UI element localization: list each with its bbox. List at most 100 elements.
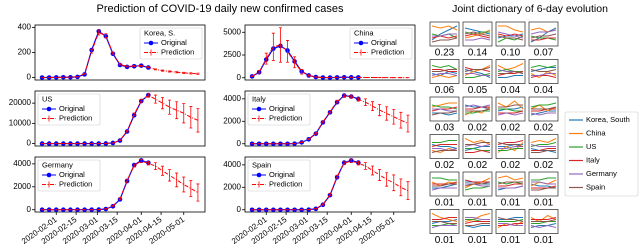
atom-line xyxy=(432,148,458,152)
y-tick-label: 0 xyxy=(237,73,242,82)
error-bar xyxy=(104,33,108,38)
atom-line xyxy=(465,217,490,220)
atom-line xyxy=(464,104,491,108)
error-bar xyxy=(90,48,94,54)
error-bar xyxy=(385,172,389,187)
atom-line xyxy=(432,183,457,187)
legend-label: Original xyxy=(59,170,85,179)
legend-label: Spain xyxy=(586,182,605,191)
atom-line xyxy=(432,112,458,116)
legend-label: US xyxy=(586,142,596,151)
legend-marker xyxy=(358,40,364,46)
atom-line xyxy=(530,144,556,147)
atom-line xyxy=(498,75,523,78)
error-bar xyxy=(349,94,353,99)
atom-weight: 0.03 xyxy=(435,123,455,134)
legend-label: Prediction xyxy=(59,179,92,188)
error-bar xyxy=(175,71,179,74)
legend-title: US xyxy=(42,94,52,103)
error-bar xyxy=(97,29,101,36)
error-bar xyxy=(118,139,122,142)
atom-weight: 0.02 xyxy=(534,160,554,171)
error-bar xyxy=(161,97,164,110)
atom-line xyxy=(464,221,490,224)
error-bar xyxy=(356,97,360,102)
atom-line xyxy=(498,183,523,187)
atom-line xyxy=(464,67,491,72)
atom-frame xyxy=(462,59,493,84)
atom-line xyxy=(431,25,458,31)
error-bar xyxy=(385,106,389,121)
atom-line xyxy=(465,108,491,112)
atom-weight: 0.04 xyxy=(534,85,554,96)
atom-line xyxy=(498,148,523,151)
error-bar xyxy=(175,172,179,188)
error-bar xyxy=(125,65,129,68)
error-bar xyxy=(392,174,396,192)
error-bar xyxy=(335,99,339,104)
error-bar xyxy=(307,74,311,77)
error-bar xyxy=(406,181,410,201)
atom-line xyxy=(465,37,491,41)
y-tick-label: 0 xyxy=(237,205,242,214)
error-bar xyxy=(189,180,193,197)
legend-title: Spain xyxy=(252,160,271,169)
atom-line xyxy=(498,223,523,226)
error-bar xyxy=(182,103,186,124)
atom-weight: 0.05 xyxy=(468,85,488,96)
error-bar xyxy=(363,162,367,170)
atom-line xyxy=(432,181,458,185)
atom-weight: 0.02 xyxy=(501,160,521,171)
atom-line xyxy=(531,219,557,222)
atom-line xyxy=(464,179,490,183)
legend-label: Prediction xyxy=(161,47,194,56)
legend-label: China xyxy=(586,128,606,137)
atom-line xyxy=(431,144,457,147)
atom-line xyxy=(432,69,457,72)
error-bar xyxy=(189,72,193,75)
legend-box xyxy=(37,93,101,126)
atom-line xyxy=(464,143,491,148)
error-bar xyxy=(293,56,297,69)
atom-weight: 0.01 xyxy=(534,235,554,246)
atom-line xyxy=(431,73,458,76)
prediction-line xyxy=(252,95,409,145)
legend-label: Prediction xyxy=(269,179,302,188)
atom-line xyxy=(432,33,457,37)
atom-line xyxy=(431,74,458,79)
atom-line xyxy=(497,175,524,181)
error-bar xyxy=(139,159,143,164)
legend-label: Original xyxy=(161,38,187,47)
error-bar xyxy=(182,176,186,193)
atom-line xyxy=(465,106,490,110)
error-bar xyxy=(161,165,164,176)
atom-line xyxy=(531,108,556,112)
legend-marker xyxy=(256,106,262,112)
y-tick-label: 2500 xyxy=(223,50,241,59)
y-tick-label: 400 xyxy=(18,23,32,32)
y-tick-label: 200 xyxy=(18,48,32,57)
atom-line xyxy=(431,225,457,228)
atom-line xyxy=(530,64,557,69)
error-bar xyxy=(83,72,87,75)
legend-box xyxy=(349,27,413,60)
legend-label: Prediction xyxy=(269,113,302,122)
atom-line xyxy=(531,148,556,151)
y-tick-label: 2000 xyxy=(13,182,31,191)
error-bar xyxy=(356,160,360,166)
atom-line xyxy=(431,106,458,112)
prediction-line xyxy=(42,31,198,78)
legend-label: Original xyxy=(269,104,295,113)
error-bar xyxy=(371,165,374,176)
atom-weight: 0.01 xyxy=(468,235,488,246)
atom-weight: 0.07 xyxy=(534,48,554,59)
error-bar xyxy=(349,158,353,164)
error-bar xyxy=(257,70,261,74)
error-bar xyxy=(371,101,374,112)
error-bar xyxy=(196,108,200,133)
y-tick-label: 4000 xyxy=(223,160,241,169)
error-bar xyxy=(399,111,403,129)
error-bar xyxy=(342,94,346,98)
legend-marker xyxy=(148,40,154,46)
